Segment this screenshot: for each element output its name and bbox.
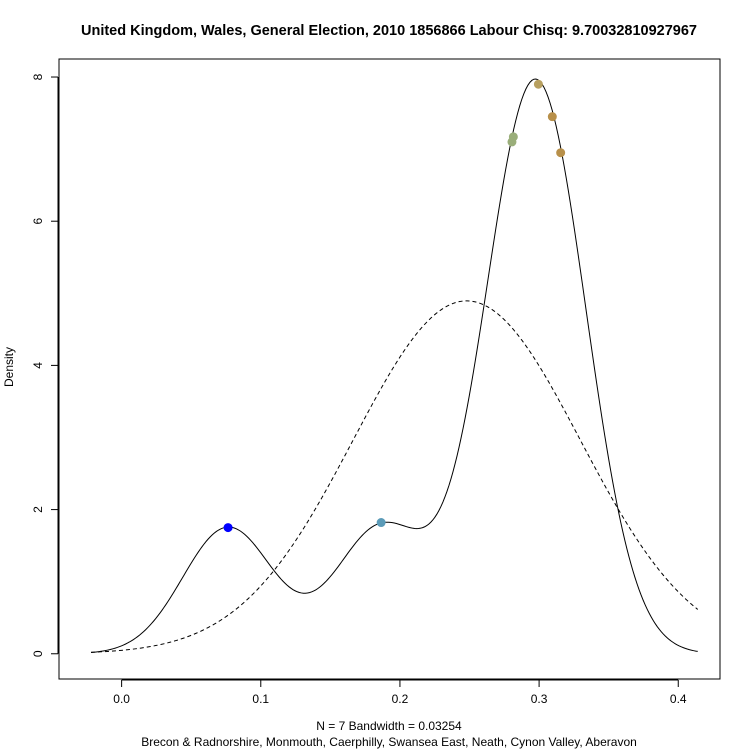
x-tick-label: 0.4	[670, 692, 687, 706]
x-tick-label: 0.1	[252, 692, 269, 706]
chart-title: United Kingdom, Wales, General Election,…	[81, 23, 697, 39]
observation-point-2	[376, 518, 386, 528]
y-tick-label: 2	[31, 506, 45, 513]
observation-point-7	[556, 148, 566, 158]
plot-layer	[90, 78, 699, 653]
x-tick-label: 0.2	[392, 692, 409, 706]
x-axis-label-bandwidth: N = 7 Bandwidth = 0.03254	[316, 719, 462, 733]
normal-reference-curve	[90, 300, 699, 653]
y-tick-label: 6	[31, 218, 45, 225]
y-axis: 0 2 4 6 8	[31, 73, 59, 657]
x-tick-label: 0.3	[531, 692, 548, 706]
observation-point-1	[223, 523, 233, 533]
observation-point-6	[547, 112, 557, 122]
density-curve	[90, 78, 698, 653]
y-tick-label: 8	[31, 73, 45, 80]
observation-point-4	[508, 132, 518, 142]
x-axis: 0.0 0.1 0.2 0.3 0.4	[113, 679, 687, 706]
observation-point-5	[533, 79, 543, 89]
y-tick-label: 4	[31, 362, 45, 369]
x-axis-label-constituencies: Brecon & Radnorshire, Monmouth, Caerphil…	[141, 735, 637, 749]
plot-frame	[58, 58, 721, 680]
x-tick-label: 0.0	[113, 692, 130, 706]
y-axis-label: Density	[2, 347, 16, 387]
y-tick-label: 0	[31, 650, 45, 657]
